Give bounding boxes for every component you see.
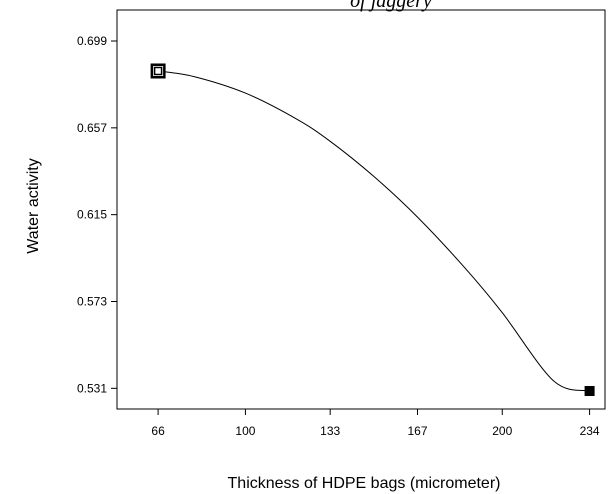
design-point-markers bbox=[151, 63, 595, 396]
x-axis-label: Thickness of HDPE bags (micrometer) bbox=[228, 475, 501, 492]
y-tick-label: 0.573 bbox=[77, 294, 107, 308]
x-tick-label: 100 bbox=[235, 424, 255, 438]
x-tick-label: 234 bbox=[580, 424, 600, 438]
y-tick-label: 0.531 bbox=[77, 381, 107, 395]
y-axis: 0.531 0.573 0.615 0.657 0.699 bbox=[77, 34, 117, 395]
x-tick-label: 167 bbox=[407, 424, 427, 438]
design-point-marker bbox=[585, 386, 595, 396]
x-tick-label: 200 bbox=[492, 424, 512, 438]
y-tick-label: 0.615 bbox=[77, 208, 107, 222]
x-axis: 66 100 133 167 200 234 bbox=[151, 409, 600, 438]
x-tick-label: 66 bbox=[151, 424, 165, 438]
plot-frame bbox=[117, 10, 605, 409]
series-line bbox=[158, 71, 589, 391]
y-axis-label: Water activity bbox=[25, 158, 42, 253]
y-tick-label: 0.699 bbox=[77, 34, 107, 48]
y-tick-label: 0.657 bbox=[77, 121, 107, 135]
x-tick-label: 133 bbox=[320, 424, 340, 438]
